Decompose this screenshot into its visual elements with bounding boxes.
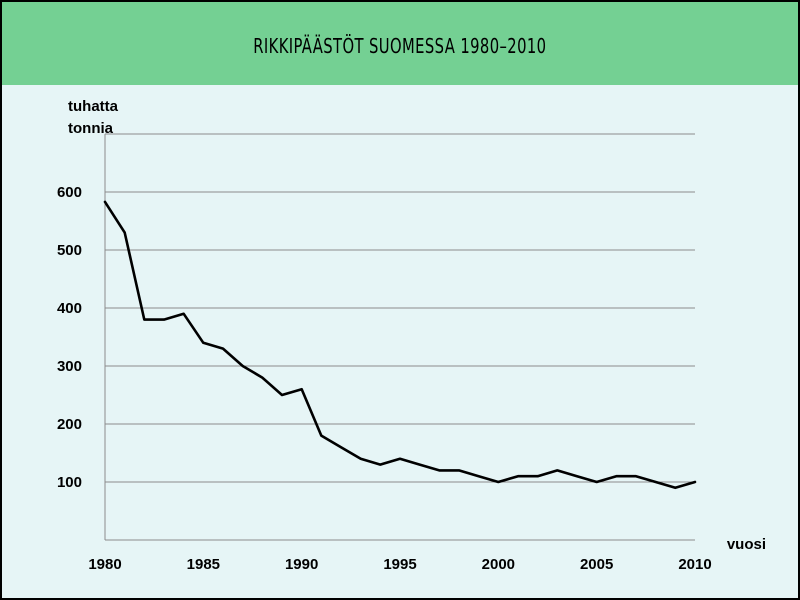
tick-labels: 100 200 300 400 500 600 1980 1985 1990 1995 2000 20… — [57, 184, 712, 573]
y-tick-label-600: 600 — [57, 184, 82, 201]
y-tick-label-200: 200 — [57, 416, 82, 433]
x-tick-label-2010: 2010 — [678, 556, 711, 573]
y-tick-label-400: 400 — [57, 300, 82, 317]
series-layer — [103, 200, 697, 490]
y-axis-label-line-2: tonnia — [68, 120, 114, 137]
title-banner: RIKKIPÄÄSTÖT SUOMESSA 1980–2010 — [2, 2, 798, 85]
series-line-0 — [103, 200, 697, 490]
y-tick-label-500: 500 — [57, 242, 82, 259]
y-tick-label-300: 300 — [57, 358, 82, 375]
y-axis-label-line-1: tuhatta — [68, 98, 119, 115]
gridlines — [105, 133, 695, 483]
x-axis-label: vuosi — [727, 536, 766, 553]
x-tick-label-1985: 1985 — [187, 556, 220, 573]
x-tick-label-1995: 1995 — [383, 556, 416, 573]
x-tick-label-1980: 1980 — [88, 556, 121, 573]
x-tick-label-1990: 1990 — [285, 556, 318, 573]
x-tick-label-2000: 2000 — [482, 556, 515, 573]
x-tick-label-2005: 2005 — [580, 556, 613, 573]
y-tick-label-100: 100 — [57, 474, 82, 491]
chart-title: RIKKIPÄÄSTÖT SUOMESSA 1980–2010 — [253, 33, 547, 58]
